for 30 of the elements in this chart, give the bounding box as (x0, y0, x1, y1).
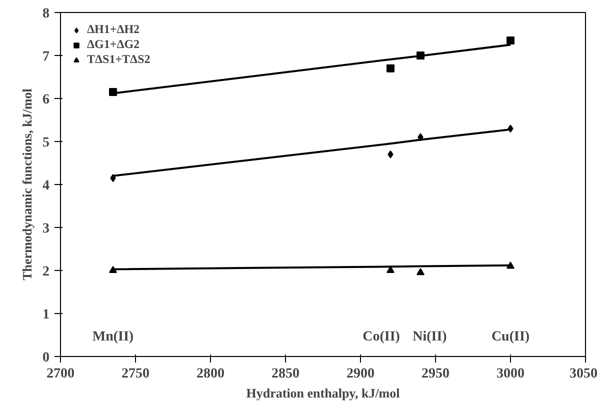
legend-label: ΔG1+ΔG2 (87, 37, 140, 52)
x-tick-label: 3050 (570, 366, 597, 382)
x-tick-label: 2800 (196, 366, 224, 382)
y-tick-label: 6 (42, 92, 50, 108)
y-tick-label: 7 (42, 50, 50, 64)
y-tick-label: 8 (42, 6, 50, 22)
annotation: Co(II) (362, 330, 400, 344)
annotation: Mn(II) (92, 330, 134, 344)
point (506, 36, 514, 44)
x-tick-label: 2900 (346, 366, 374, 382)
y-tick-label: 1 (42, 308, 50, 322)
x-tick-label: 2950 (422, 366, 450, 382)
x-tick-label: 2700 (46, 366, 74, 382)
y-tick-label: 2 (42, 264, 50, 280)
x-tick-label: 3000 (496, 366, 524, 382)
y-axis-title: Thermodynamic functions, kJ/mol (20, 88, 34, 280)
y-tick-label: 0 (42, 350, 50, 366)
y-tick-label: 5 (42, 136, 50, 150)
x-axis-title: Hydration enthalpy, kJ/mol (246, 386, 400, 400)
y-tick-label: 3 (42, 222, 50, 236)
point (388, 150, 394, 158)
legend-label: ΔH1+ΔH2 (87, 22, 140, 37)
x-tick-label: 2750 (122, 366, 150, 382)
annotation: Ni(II) (412, 330, 448, 344)
point (416, 268, 424, 276)
annotation: Cu(II) (491, 330, 530, 344)
point (386, 64, 394, 72)
x-tick-label: 2850 (272, 366, 300, 382)
legend-label: TΔS1+TΔS2 (87, 52, 150, 67)
y-tick-label: 4 (42, 178, 50, 194)
